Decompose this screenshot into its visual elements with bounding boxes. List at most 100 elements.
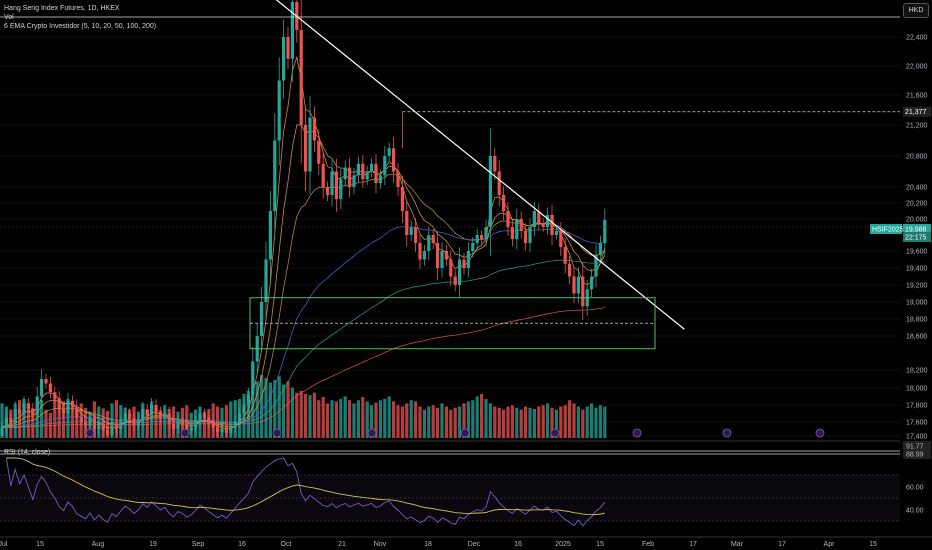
candle-body	[497, 171, 501, 195]
volume-bar	[348, 400, 352, 438]
candle	[128, 408, 132, 424]
candle	[290, 0, 294, 82]
rsi-legend[interactable]: RSI (14, close)	[4, 449, 51, 456]
candle-body	[427, 235, 431, 251]
price-tick-label: 19,400	[906, 266, 928, 273]
candle-body	[172, 423, 176, 429]
candle-body	[554, 231, 558, 235]
candle-body	[458, 259, 462, 285]
volume-bar	[295, 392, 299, 438]
candle-body	[502, 195, 506, 211]
candle	[158, 406, 162, 424]
candle	[31, 402, 35, 421]
volume-bar	[440, 403, 444, 438]
price-axis: 22,400 22,000 21,600 21,200 20,800 20,400 20,2…	[870, 0, 932, 550]
candle-body	[40, 379, 44, 397]
volume-bar	[506, 406, 510, 438]
candle-body	[317, 140, 321, 164]
volume-bar	[471, 400, 475, 438]
time-tick-label: 19	[149, 541, 157, 548]
candle	[97, 417, 101, 434]
candle-body	[334, 171, 338, 199]
event-marker-icon	[815, 428, 825, 438]
price-tick-label: 18,200	[906, 368, 928, 375]
candle-body	[110, 424, 114, 435]
volume-bar	[559, 406, 563, 438]
candle	[409, 221, 413, 241]
volume-bar	[546, 403, 550, 438]
candle	[88, 412, 92, 431]
candle-body	[488, 156, 492, 227]
candle	[53, 386, 57, 404]
candle	[414, 218, 418, 252]
candle	[519, 211, 523, 239]
candle-body	[383, 156, 387, 176]
candle	[194, 416, 198, 433]
candle-body	[145, 409, 149, 416]
candle-body	[304, 125, 308, 172]
candle-body	[546, 215, 550, 227]
candle-body	[141, 409, 145, 421]
volume-bar	[40, 400, 44, 438]
chart-title: Hang Seng Index Futures, 1D, HKEX	[4, 5, 120, 12]
rsi-line	[5, 457, 606, 527]
candle	[44, 373, 48, 389]
candle-body	[308, 117, 312, 172]
candle	[264, 241, 268, 321]
currency-button[interactable]: HKD	[903, 3, 929, 18]
price-tick-label: 22,000	[906, 64, 928, 71]
candle-body	[277, 80, 281, 141]
candle-body	[414, 227, 418, 243]
volume-bar	[229, 401, 233, 438]
volume-bar	[528, 407, 532, 438]
candle-body	[26, 403, 30, 409]
volume-bar	[31, 409, 35, 438]
volume-bar	[361, 397, 365, 438]
price-tick-label: 17,800	[906, 403, 928, 410]
candle	[502, 186, 506, 220]
candle	[246, 387, 250, 412]
candle-body	[563, 247, 567, 264]
candle-body	[418, 243, 422, 260]
candle	[480, 230, 484, 244]
candle	[106, 426, 110, 436]
candle-body	[528, 227, 532, 243]
candle	[66, 392, 70, 422]
volume-bar	[352, 403, 356, 438]
event-marker-icon	[367, 428, 377, 438]
candle-body	[356, 163, 360, 176]
candle	[449, 250, 453, 286]
candle-body	[194, 422, 198, 428]
candle-body	[9, 417, 13, 422]
time-tick-label: Dec	[468, 541, 481, 548]
volume-bar	[343, 396, 347, 438]
volume-bar	[378, 400, 382, 438]
candle	[590, 268, 594, 298]
price-tick-label: 19,600	[906, 249, 928, 256]
volume-bar	[532, 409, 536, 438]
candle-body	[154, 405, 158, 412]
volume-bar	[537, 406, 541, 438]
candle	[488, 128, 492, 256]
volume-bar	[603, 406, 607, 438]
candle-body	[471, 243, 475, 251]
candle	[431, 229, 435, 249]
price-tick-label: 17,600	[906, 420, 928, 427]
candle	[48, 376, 52, 399]
candle-body	[220, 429, 224, 432]
volume-legend: Vol	[4, 14, 14, 21]
volume-bar	[0, 403, 4, 438]
candle-body	[594, 255, 598, 277]
candle-body	[66, 400, 70, 414]
resistance-price-label-box	[903, 106, 931, 117]
candle	[546, 207, 550, 235]
ema-legend[interactable]: 6 EMA Crypto Investidor (5, 10, 20, 50, …	[4, 23, 157, 30]
volume-bar	[590, 403, 594, 438]
candle	[136, 414, 140, 431]
candle	[334, 158, 338, 212]
volume-bar	[466, 401, 470, 438]
candle	[0, 421, 4, 436]
candle	[238, 407, 242, 428]
candle	[62, 403, 66, 419]
